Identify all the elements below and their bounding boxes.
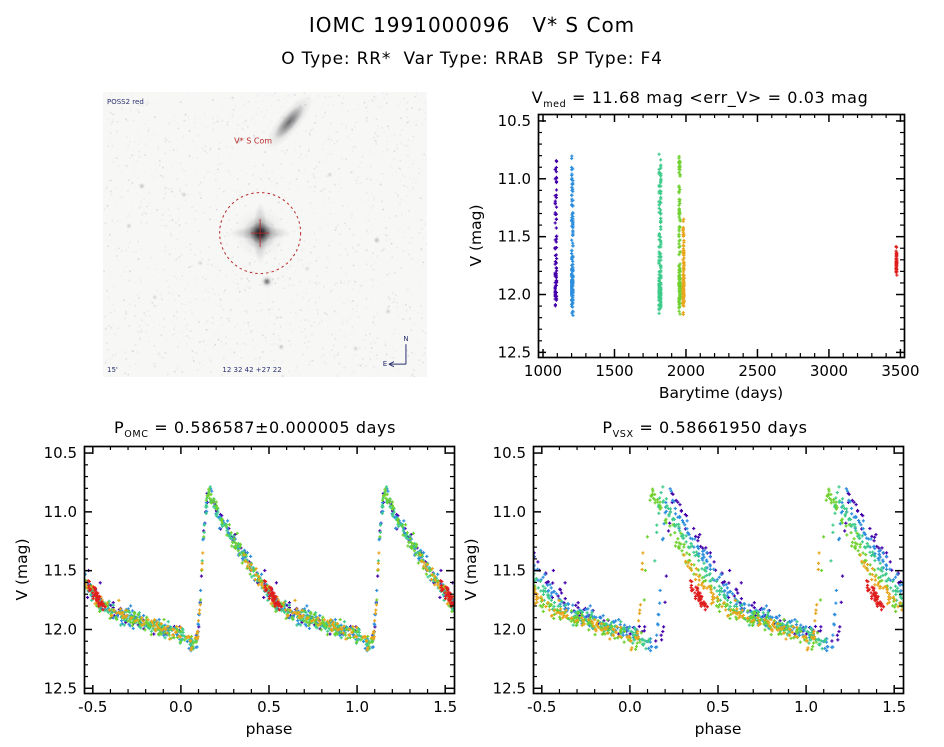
vsx-phase-folded-plot <box>458 438 944 740</box>
omc-period-plot-title: POMC = 0.586587±0.000005 days <box>113 418 397 441</box>
page-subtitle: O Type: RR* Var Type: RRAB SP Type: F4 <box>281 49 663 69</box>
finding-chart-image <box>103 92 427 377</box>
omc-phase-folded-plot <box>8 438 468 740</box>
barytime-plot-title: Vmed = 11.68 mag <err_V> = 0.03 mag <box>531 88 869 111</box>
page-title: IOMC 1991000096 V* S Com <box>308 13 636 37</box>
barytime-plot <box>458 108 944 408</box>
vsx-period-plot-title: PVSX = 0.58661950 days <box>602 418 808 441</box>
